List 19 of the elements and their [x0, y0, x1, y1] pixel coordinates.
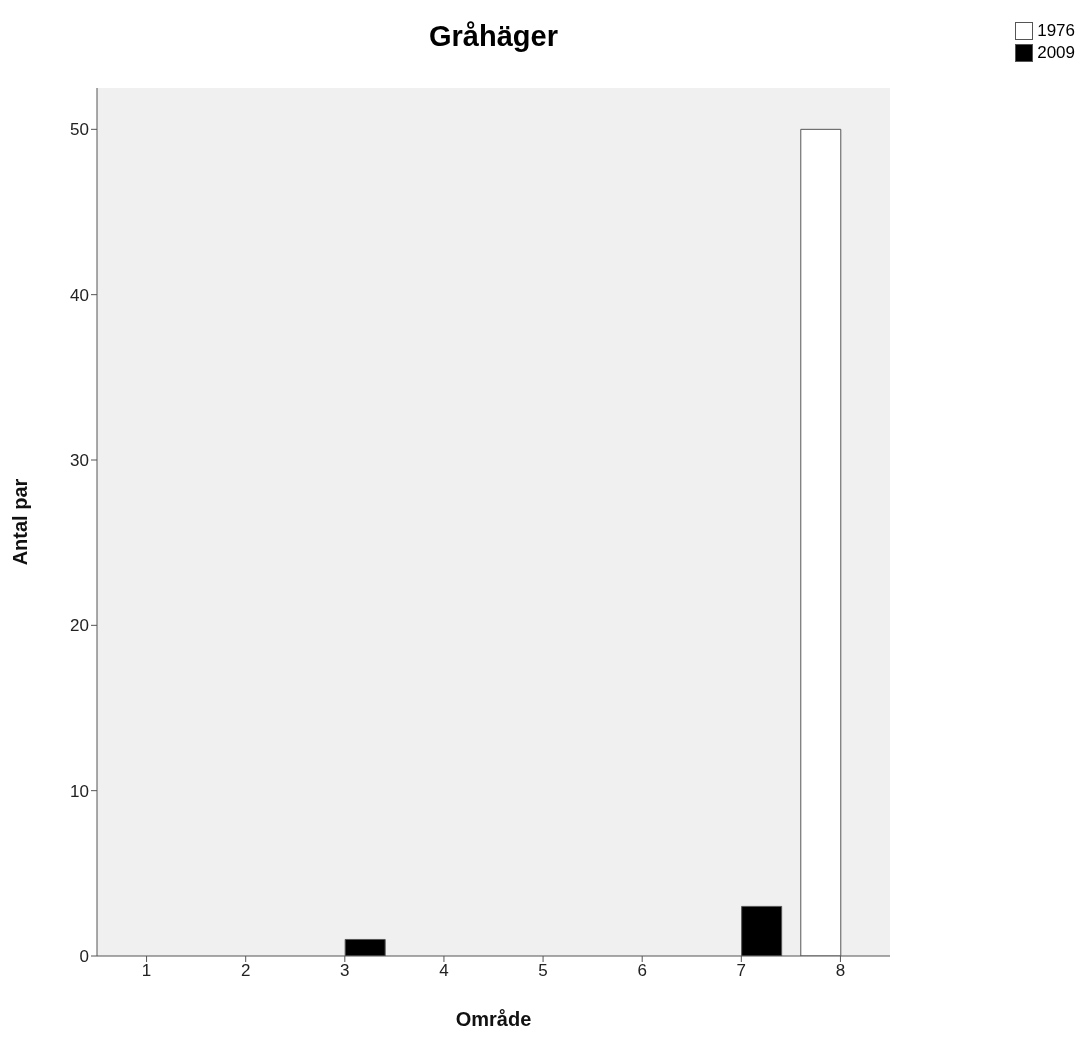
x-tick-label: 6: [637, 961, 647, 981]
x-tick-label: 1: [141, 961, 152, 981]
x-axis-title: Område: [455, 1008, 532, 1030]
legend-label: 2009: [1037, 42, 1075, 64]
y-tick-label: 0: [79, 947, 89, 967]
x-tick-label: 3: [340, 961, 350, 981]
y-tick-label: 50: [70, 120, 89, 140]
chart-title: Gråhäger: [428, 20, 559, 53]
x-tick-label: 2: [240, 961, 251, 981]
y-tick-label: 10: [70, 781, 89, 801]
y-axis-title: Antal par: [9, 478, 32, 566]
y-tick-label: 20: [70, 616, 89, 636]
x-tick-label: 4: [439, 961, 449, 981]
y-tick-label: 30: [70, 451, 89, 471]
y-tick-label: 40: [70, 285, 89, 305]
x-tick-label: 7: [736, 961, 747, 981]
x-tick-label: 5: [538, 961, 548, 981]
x-tick-label: 8: [835, 961, 846, 981]
legend-label: 1976: [1037, 20, 1075, 42]
